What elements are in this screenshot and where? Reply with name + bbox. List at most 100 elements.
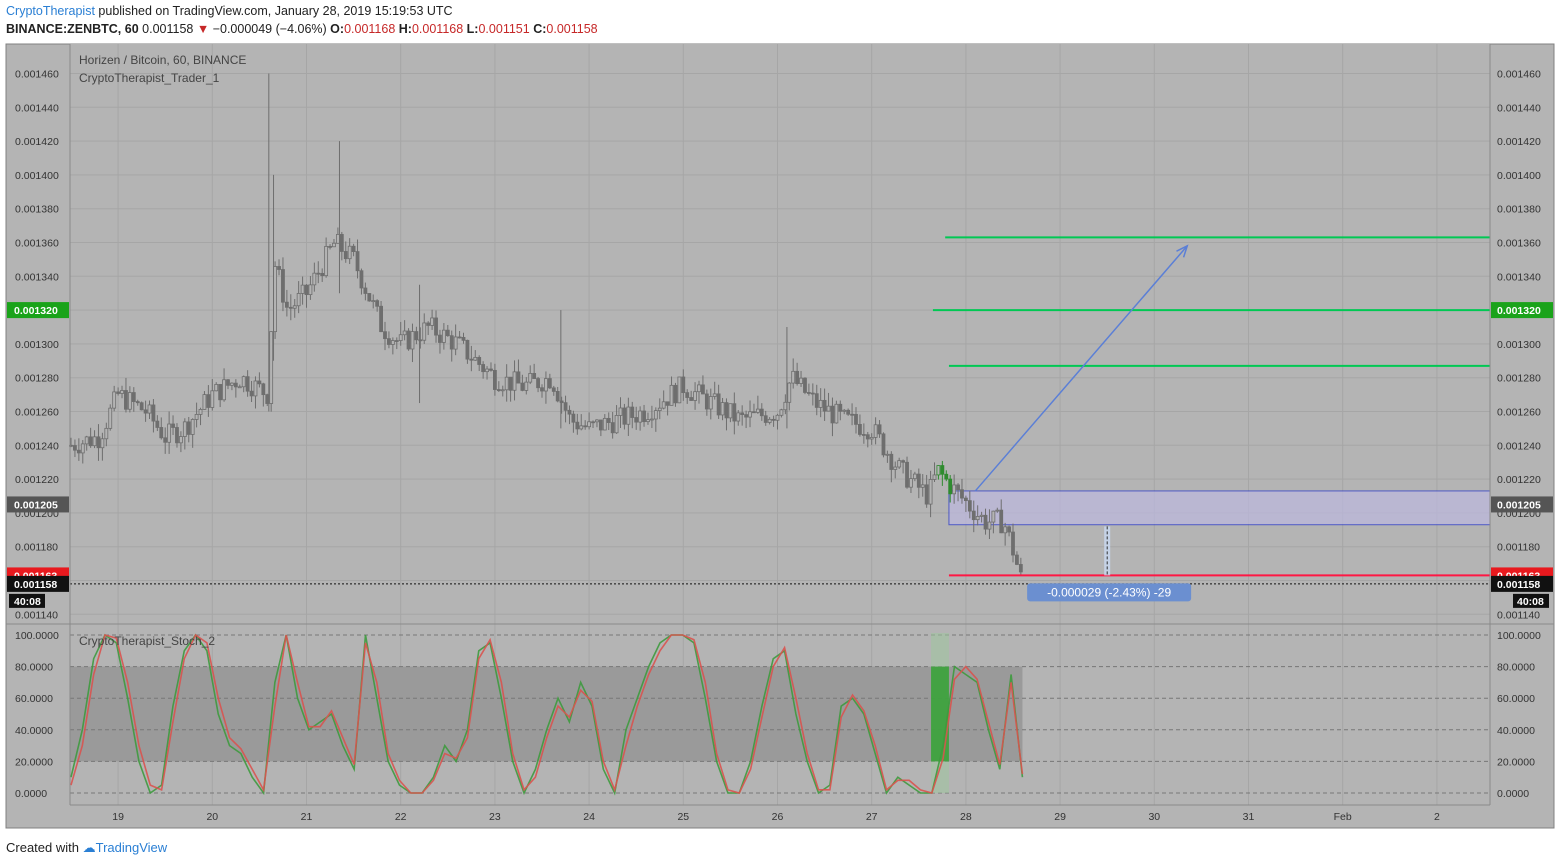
candle-body <box>779 409 784 416</box>
measure-box <box>1104 526 1111 576</box>
candle-body <box>182 421 187 437</box>
candle-body <box>575 421 580 430</box>
indicator-label-trader: CryptoTherapist_Trader_1 <box>79 71 220 85</box>
candle-body <box>987 521 992 530</box>
candle-body <box>135 401 140 404</box>
candle-body <box>861 434 866 436</box>
candle-body <box>492 369 497 390</box>
candle-body <box>697 384 701 393</box>
candle-body <box>673 384 678 404</box>
candle-body <box>222 379 226 401</box>
candle-body <box>830 405 835 424</box>
candle-body <box>928 479 933 505</box>
candle-body <box>210 390 215 408</box>
candle-body <box>367 293 372 302</box>
footer: Created with ☁TradingView <box>6 840 167 856</box>
candle-body <box>194 414 199 420</box>
stoch-tick-label-left: 60.0000 <box>15 693 53 705</box>
candle-body <box>893 466 898 470</box>
x-tick-label: 2 <box>1434 811 1440 823</box>
candle-body <box>159 427 164 439</box>
candle-body <box>402 330 407 336</box>
x-tick-label: 30 <box>1148 811 1160 823</box>
candle-body <box>112 391 117 409</box>
candle-body <box>618 407 623 416</box>
candle-body <box>532 373 537 379</box>
candle-body <box>783 401 788 411</box>
candle-body <box>300 284 305 294</box>
candle-body <box>905 461 909 488</box>
candle-body <box>551 387 556 392</box>
y-tick-label-right: 0.001380 <box>1497 204 1541 216</box>
candle-body <box>375 300 380 307</box>
price-badge-left-text: 0.001205 <box>14 499 58 511</box>
measure-label: -0.000029 (-2.43%) -29 <box>1047 585 1171 599</box>
candle-body <box>850 413 854 416</box>
price-badge-right <box>1491 496 1553 513</box>
candle-body <box>999 509 1004 534</box>
candle-body <box>720 402 725 416</box>
candle-body <box>198 409 203 415</box>
candle-body <box>555 391 560 402</box>
y-tick-label-left: 0.001300 <box>15 339 59 351</box>
candle-body <box>814 393 819 408</box>
candle-body <box>991 510 996 523</box>
candle-body <box>438 334 442 343</box>
candle-body <box>873 424 878 438</box>
close-value: 0.001158 <box>546 22 598 36</box>
candle-body <box>284 301 289 308</box>
target-arrow-head <box>1176 244 1189 258</box>
candle-body <box>559 400 564 404</box>
candle-body <box>846 409 851 415</box>
candle-body <box>944 473 949 480</box>
candle-body <box>916 473 921 488</box>
candle-body <box>477 356 482 365</box>
stoch-tick-label-right: 60.0000 <box>1497 693 1535 705</box>
candle-body <box>465 339 470 360</box>
tradingview-link[interactable]: TradingView <box>95 840 168 855</box>
candle-body <box>383 331 387 340</box>
candle-body <box>807 392 811 394</box>
publisher-link[interactable]: CryptoTherapist <box>6 4 95 18</box>
candle-body <box>606 417 611 424</box>
candle-body <box>332 242 336 248</box>
created-with-text: Created with <box>6 840 79 855</box>
low-value: 0.001151 <box>478 22 530 36</box>
candle-body <box>175 427 179 444</box>
candle-body <box>689 397 694 401</box>
price-badge-left <box>7 302 69 319</box>
candle-body <box>948 478 953 495</box>
candle-body <box>1011 531 1015 556</box>
candle-body <box>316 272 321 275</box>
candle-body <box>712 393 717 397</box>
candle-body <box>92 436 97 447</box>
candle-body <box>967 500 972 512</box>
candle-body <box>602 417 607 431</box>
candle-body <box>1018 564 1023 573</box>
candle-body <box>595 419 599 423</box>
candle-body <box>626 406 631 425</box>
candle-body <box>614 415 619 434</box>
candle-body <box>504 376 509 391</box>
candle-body <box>646 419 650 423</box>
candle-body <box>418 339 423 342</box>
x-tick-label: Feb <box>1334 811 1352 823</box>
candle-body <box>359 270 364 289</box>
candle-body <box>838 403 843 412</box>
candle-body <box>716 393 721 416</box>
y-tick-label-right: 0.001260 <box>1497 407 1541 419</box>
symbol-interval: BINANCE:ZENBTC, 60 <box>6 22 139 36</box>
candle-body <box>178 436 183 444</box>
candle-body <box>292 305 297 309</box>
y-tick-label-right: 0.001300 <box>1497 339 1541 351</box>
candle-body <box>912 473 917 480</box>
candle-body <box>650 418 654 421</box>
candle-body <box>371 300 376 303</box>
x-tick-label: 31 <box>1243 811 1255 823</box>
candle-body <box>579 425 584 430</box>
high-value: 0.001168 <box>411 22 464 36</box>
price-badge-right-text: 0.001205 <box>1497 499 1541 511</box>
candle-body <box>1003 526 1008 534</box>
candle-body <box>669 384 674 406</box>
